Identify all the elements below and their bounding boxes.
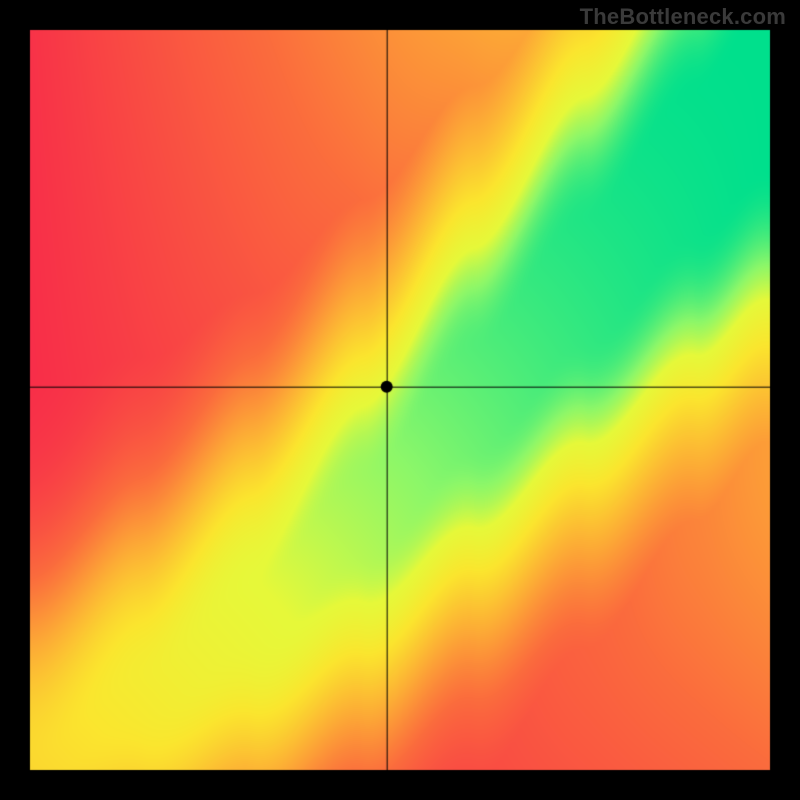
watermark-text: TheBottleneck.com: [580, 4, 786, 30]
bottleneck-heatmap-canvas: [0, 0, 800, 800]
